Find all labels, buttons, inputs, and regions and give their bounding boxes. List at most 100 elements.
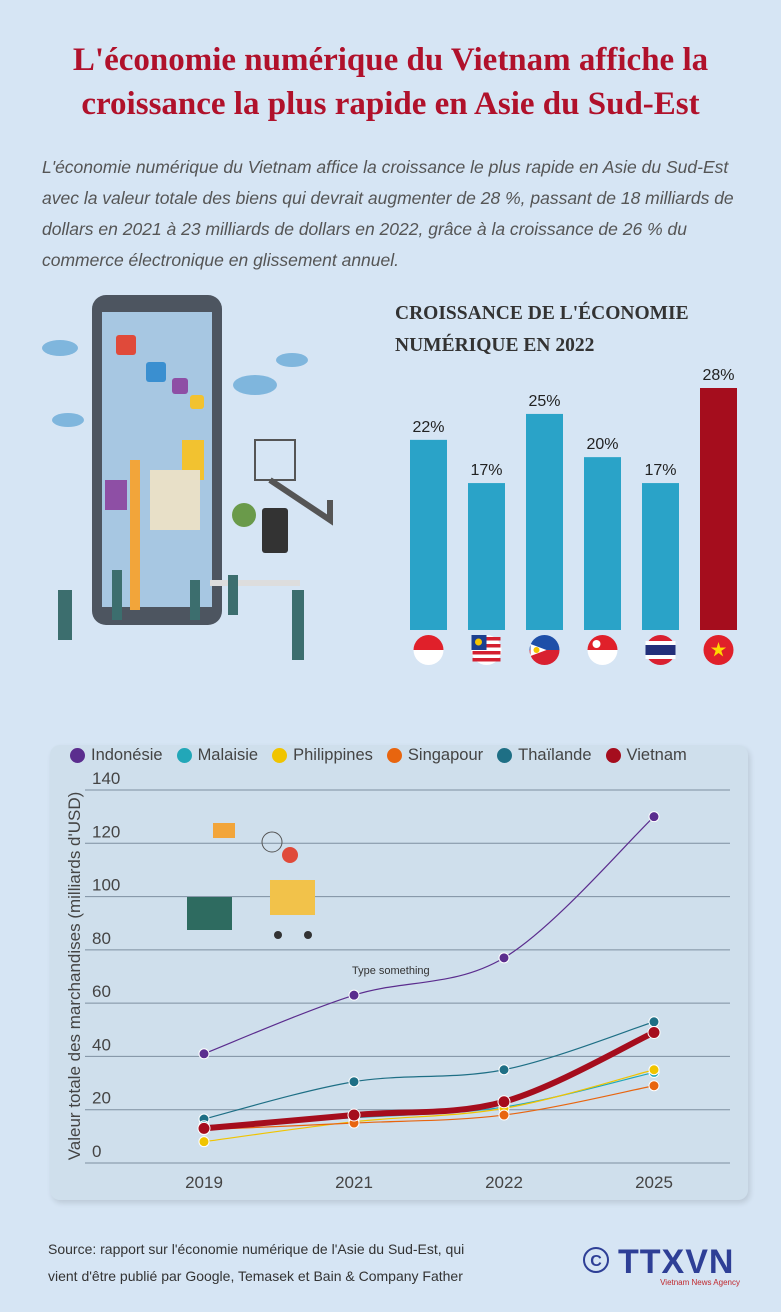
bar-indonésie: [410, 439, 447, 630]
phone-shape: [213, 823, 235, 838]
line-vietnam: [203, 1029, 656, 1132]
bar-data-label: 20%: [586, 436, 618, 453]
line-philippines: [203, 1069, 655, 1143]
source-line-1: Source: rapport sur l'économie numérique…: [48, 1241, 465, 1257]
legend-label: Thaïlande: [518, 746, 592, 764]
point-singapour: [648, 1080, 660, 1092]
flag-red: [529, 650, 560, 666]
digital-economy-illustration: [42, 295, 333, 660]
legend-dot-icon: [176, 748, 192, 763]
legend-dot-icon: [497, 748, 513, 763]
legend-item: Malaisie: [176, 746, 259, 765]
ecommerce-illustration-icon: [187, 823, 315, 939]
point-singapour: [498, 1109, 510, 1121]
flag-moon: [592, 640, 601, 648]
legend-item: Indonésie: [70, 746, 163, 765]
point-vietnam: [497, 1095, 511, 1109]
legend-label: Vietnam: [626, 746, 687, 764]
magnifier-shape: [282, 847, 298, 863]
legend-label: Philippines: [293, 746, 373, 764]
y-tick-label: 100: [92, 876, 120, 895]
legend-dot-icon: [386, 748, 402, 763]
bar-data-label: 17%: [470, 462, 502, 479]
y-tick-label: 80: [92, 929, 111, 948]
line-chart-legend: Indonésie Malaisie Philippines Singapour Tha…: [70, 746, 687, 765]
legend-dot-icon: [272, 748, 288, 763]
svg-text:Vietnam News Agency: Vietnam News Agency: [660, 1278, 740, 1287]
point-philippines: [198, 1136, 210, 1148]
bar-data-label: 17%: [644, 462, 676, 479]
y-tick-label: 0: [92, 1142, 101, 1161]
legend-dot-icon: [605, 748, 621, 763]
page-title: L'économie numérique du Vietnam affiche …: [72, 42, 709, 122]
point-indonesie: [348, 989, 360, 1001]
flag-stripe: [472, 651, 501, 655]
x-tick-label: 2025: [635, 1173, 673, 1192]
vietnam-flag-icon: [703, 635, 734, 665]
svg-text:TTXVN: TTXVN: [618, 1243, 734, 1281]
bar-chart: 22% 17% 25% 20% 17% 28%: [410, 367, 737, 666]
singapore-flag-icon: [587, 635, 618, 666]
flag-white: [587, 650, 618, 666]
line-malaisie: [203, 1071, 655, 1127]
point-vietnam: [197, 1121, 211, 1135]
y-tick-label: 120: [92, 822, 120, 841]
legend-item: Philippines: [272, 746, 373, 765]
philippines-flag-icon: [529, 635, 560, 666]
intro-paragraph: L'économie numérique du Vietnam affice l…: [42, 157, 734, 270]
malaysia-flag-icon: [471, 635, 502, 665]
cart-shape: [270, 880, 315, 915]
y-axis-label: Valeur totale des marchandises (milliard…: [65, 792, 84, 1161]
wheel: [274, 931, 282, 939]
bar-philippines: [526, 413, 563, 630]
bar-data-label: 28%: [702, 367, 734, 384]
point-indonesie: [198, 1048, 210, 1060]
flag-star: [475, 638, 482, 646]
x-tick-label: 2021: [335, 1173, 373, 1192]
x-tick-label: 2019: [185, 1173, 223, 1192]
thailand-flag-icon: [645, 635, 676, 665]
line-thailande: [203, 1021, 655, 1120]
ttxvn-logo: C TTXVN Vietnam News Agency: [583, 1243, 740, 1287]
x-tick-label: 2022: [485, 1173, 523, 1192]
legend-item: Thaïlande: [497, 746, 592, 765]
bar-thaïlande: [642, 483, 679, 630]
flag-sun: [533, 647, 540, 653]
point-vietnam: [347, 1108, 361, 1122]
y-tick-label: 140: [92, 769, 120, 788]
wheel: [304, 931, 312, 939]
bar-singapour: [584, 457, 621, 630]
globe-shape: [261, 831, 283, 853]
indonesia-flag-icon: [413, 635, 444, 666]
point-thailande: [348, 1076, 360, 1088]
point-vietnam: [647, 1025, 661, 1039]
line-indonesie: [203, 816, 655, 1055]
bar-vietnam: [700, 388, 737, 630]
point-thailande: [498, 1064, 510, 1076]
point-thailande: [648, 1016, 660, 1028]
y-tick-label: 60: [92, 982, 111, 1001]
flag-red: [413, 635, 444, 650]
monitor-shape: [187, 897, 232, 930]
flag-star: [710, 642, 727, 657]
flag-white: [413, 650, 444, 666]
cloud-icon: [42, 340, 308, 427]
legend-label: Indonésie: [91, 746, 163, 764]
line-chart-panel: [50, 745, 748, 1200]
flag-blue: [645, 645, 676, 655]
source-line-2: vient d'être publié par Google, Temasek …: [48, 1268, 463, 1284]
bar-chart-title: CROISSANCE DE L'ÉCONOMIE NUMÉRIQUE EN 20…: [395, 303, 689, 356]
point-indonesie: [498, 952, 510, 964]
legend-item: Singapour: [386, 746, 483, 765]
legend-item: Vietnam: [605, 746, 687, 765]
point-indonesie: [648, 811, 660, 823]
flag-stripe: [472, 658, 501, 662]
flag-blue: [529, 635, 560, 650]
bar-data-label: 22%: [412, 419, 444, 436]
y-tick-label: 20: [92, 1089, 111, 1108]
source-note: Source: rapport sur l'économie numérique…: [48, 1236, 568, 1290]
legend-dot-icon: [70, 748, 85, 763]
legend-label: Malaisie: [197, 746, 259, 764]
line-singapour: [203, 1085, 655, 1131]
